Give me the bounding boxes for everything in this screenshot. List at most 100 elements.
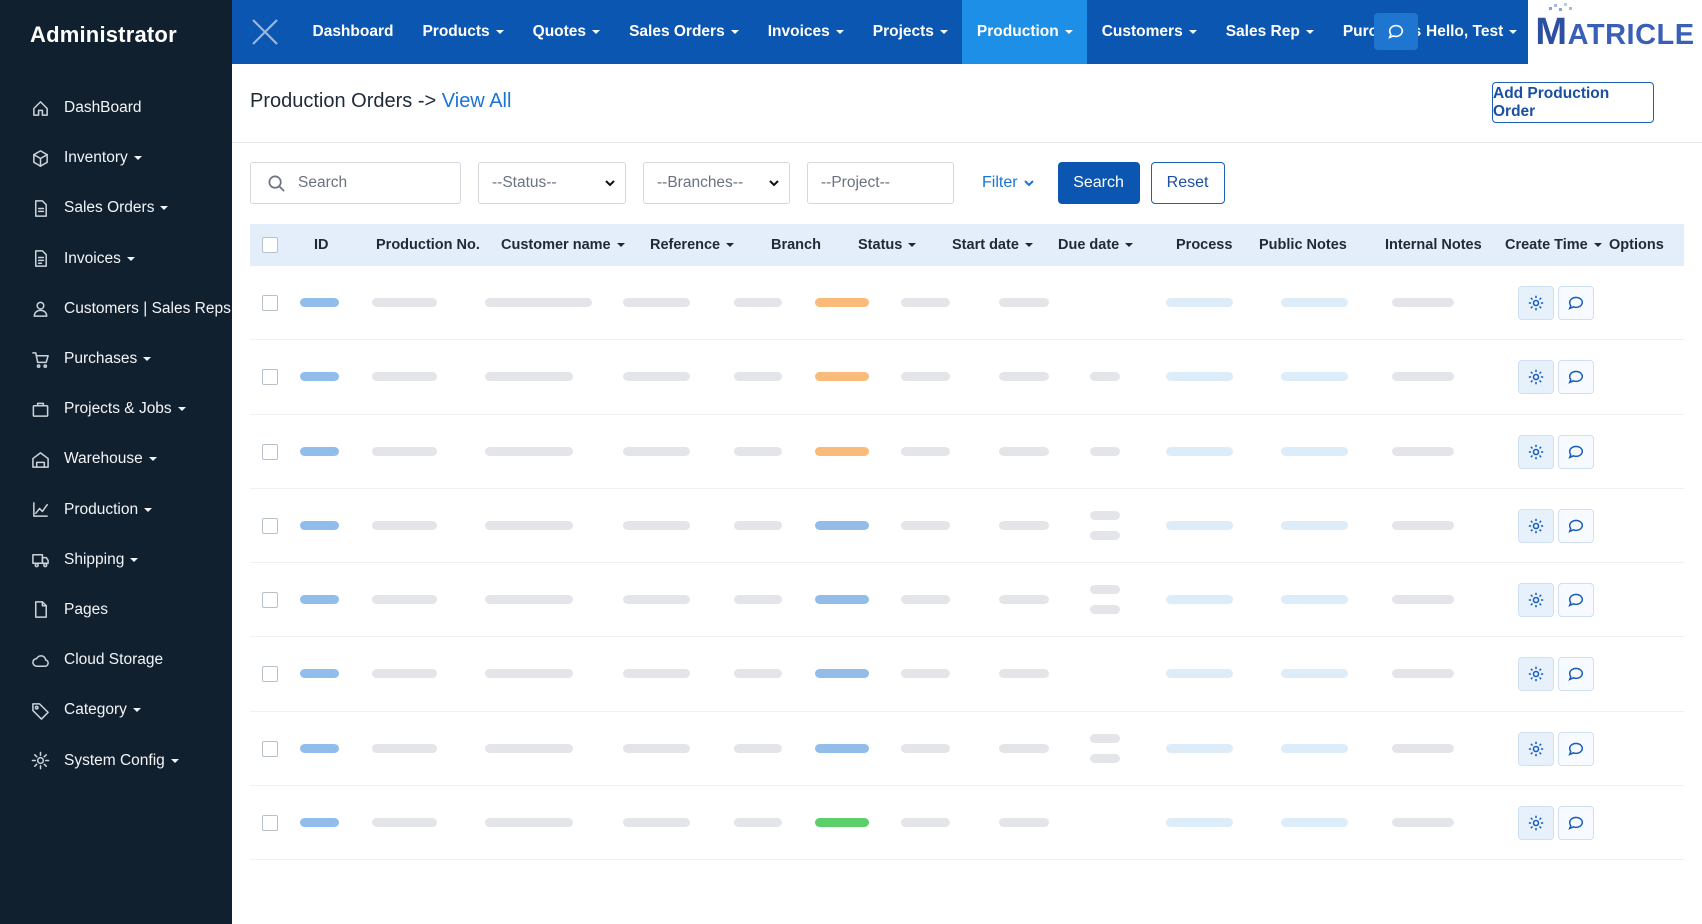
comment-icon [1568,816,1584,830]
sidebar-item-warehouse[interactable]: Warehouse [0,434,232,484]
project-input[interactable]: --Project-- [807,162,954,204]
row-comment-button[interactable] [1558,286,1594,320]
sidebar-item-label: Cloud Storage [64,651,164,669]
close-icon [252,19,278,45]
sidebar-item-label: Category [64,701,127,719]
id-placeholder [300,372,339,382]
row-comment-button[interactable] [1558,508,1594,543]
search-button[interactable]: Search [1057,162,1140,204]
row-settings-button[interactable] [1518,508,1554,543]
row-settings-button[interactable] [1518,731,1554,766]
column-header-reference[interactable]: Reference [650,224,735,266]
status-badge [815,446,869,456]
row-comment-button[interactable] [1558,360,1594,395]
row-checkbox[interactable] [262,517,278,534]
table-row[interactable] [250,489,1684,564]
user-menu[interactable]: Hello, Test [1426,0,1518,64]
sidebar-item-projects-jobs[interactable]: Projects & Jobs [0,384,232,434]
gear-icon [1528,518,1544,534]
nav-item-invoices[interactable]: Invoices [753,0,858,64]
create-time-placeholder [1392,669,1454,679]
nav-item-production[interactable]: Production [962,0,1088,64]
sidebar-item-customers-sales-reps[interactable]: Customers | Sales Reps [0,284,232,334]
row-checkbox[interactable] [262,815,278,832]
nav-item-sales-rep[interactable]: Sales Rep [1211,0,1328,64]
select-all-checkbox[interactable] [262,237,278,253]
top-navbar: Dashboard Products Quotes Sales Orders Invoi… [232,0,1528,64]
nav-item-dashboard[interactable]: Dashboard [312,23,394,40]
sidebar-item-cloud-storage[interactable]: Cloud Storage [0,635,232,685]
column-header-customer-name[interactable]: Customer name [501,224,625,266]
comment-icon [1568,742,1584,756]
table-row[interactable] [250,563,1684,638]
nav-item-sales-orders[interactable]: Sales Orders [615,0,754,64]
chevron-down-icon [769,180,779,187]
reset-button[interactable]: Reset [1150,162,1225,204]
row-checkbox[interactable] [262,443,278,460]
view-all-link[interactable]: View All [441,90,512,112]
filter-toggle[interactable]: Filter [982,174,1034,192]
table-row[interactable] [250,340,1684,415]
column-header-due-date[interactable]: Due date [1058,224,1134,266]
row-settings-button[interactable] [1518,583,1554,618]
process-placeholder [1090,733,1120,743]
sidebar-item-invoices[interactable]: Invoices [0,234,232,284]
warehouse-icon [30,449,50,469]
column-header-status[interactable]: Status [858,224,917,266]
sidebar-item-inventory[interactable]: Inventory [0,133,232,183]
public-notes-placeholder [1166,743,1233,753]
sidebar-item-system-config[interactable]: System Config [0,735,232,785]
row-checkbox[interactable] [262,295,278,311]
internal-notes-placeholder [1281,818,1348,828]
due-date-placeholder [999,446,1049,456]
chevron-down-icon [148,457,157,462]
row-comment-button[interactable] [1558,434,1594,469]
nav-item-projects[interactable]: Projects [858,0,962,64]
search-input[interactable]: Search [250,162,461,204]
row-settings-button[interactable] [1518,286,1554,320]
search-placeholder: Search [298,174,348,191]
nav-item-products[interactable]: Products [408,0,518,64]
row-checkbox[interactable] [262,740,278,757]
nav-item-quotes[interactable]: Quotes [518,0,614,64]
row-comment-button[interactable] [1558,731,1594,766]
table-row[interactable] [250,266,1684,341]
row-settings-button[interactable] [1518,360,1554,395]
branches-select[interactable]: --Branches-- [643,162,790,204]
close-menu-button[interactable] [232,0,298,64]
sidebar: Administrator DashBoard Inventory Sales Or… [0,0,232,924]
row-comment-button[interactable] [1558,657,1594,692]
sidebar-item-category[interactable]: Category [0,685,232,735]
sidebar-item-label: Customers | Sales Reps [64,299,231,317]
table-row[interactable] [250,415,1684,489]
row-settings-button[interactable] [1518,806,1554,841]
internal-notes-placeholder [1281,520,1348,530]
chat-button[interactable] [1374,13,1418,50]
add-production-order-button[interactable]: Add Production Order [1492,82,1654,123]
table-row[interactable] [250,637,1684,712]
sidebar-item-purchases[interactable]: Purchases [0,334,232,384]
row-settings-button[interactable] [1518,434,1554,469]
column-header-start-date[interactable]: Start date [952,224,1033,266]
branch-placeholder [734,669,782,679]
row-comment-button[interactable] [1558,806,1594,841]
sidebar-item-production[interactable]: Production [0,485,232,535]
row-checkbox[interactable] [262,369,278,386]
row-comment-button[interactable] [1558,583,1594,618]
row-checkbox[interactable] [262,666,278,683]
sidebar-item-shipping[interactable]: Shipping [0,535,232,585]
production-no-placeholder [372,372,437,382]
sidebar-item-label: Production [64,500,139,518]
row-settings-button[interactable] [1518,657,1554,692]
table-row[interactable] [250,786,1684,861]
row-checkbox[interactable] [262,592,278,609]
sidebar-item-dashboard[interactable]: DashBoard [0,83,232,133]
nav-item-customers[interactable]: Customers [1087,0,1211,64]
start-date-placeholder [901,298,950,307]
sidebar-item-pages[interactable]: Pages [0,585,232,635]
column-header-create-time[interactable]: Create Time [1505,224,1602,266]
table-row[interactable] [250,712,1684,787]
status-select[interactable]: --Status-- [478,162,626,204]
chart-icon [30,500,50,520]
sidebar-item-sales-orders[interactable]: Sales Orders [0,183,232,233]
